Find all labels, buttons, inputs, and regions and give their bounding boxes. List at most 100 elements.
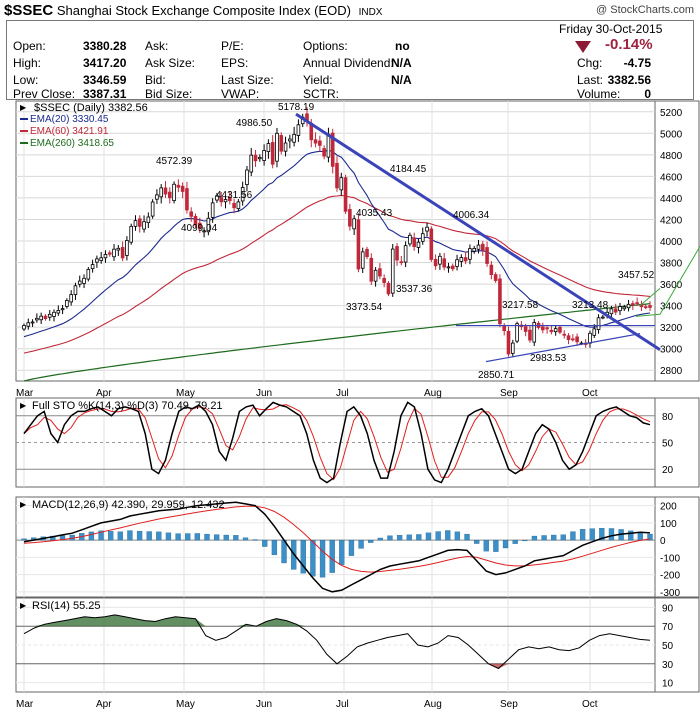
price-y-tick: 4000 [660, 237, 683, 248]
price-annotation: 4099.04 [181, 223, 218, 234]
candle-body [262, 150, 266, 161]
macd-histogram-bar [271, 539, 278, 556]
candle-body [510, 342, 515, 354]
open-value: 3380.28 [83, 39, 127, 53]
candle-body [476, 244, 481, 250]
macd-histogram-bar [204, 533, 210, 541]
rsi-x-tick: Sep [500, 699, 518, 710]
support-trendline [485, 333, 641, 363]
candle-body [253, 154, 258, 162]
rsi-x-tick: Aug [424, 699, 442, 710]
last-size-label: Last Size: [221, 73, 274, 87]
options-value: no [395, 39, 410, 53]
rsi-y-tick: 50 [662, 641, 674, 652]
candle-body [210, 202, 215, 218]
macd-histogram-bar [117, 531, 123, 541]
macd-y-tick: 200 [660, 502, 677, 513]
axis-strip-3 [654, 597, 700, 693]
high-label: High: [13, 56, 42, 70]
candle-body [485, 247, 489, 264]
macd-histogram-bar [541, 535, 547, 541]
candle-body [146, 216, 151, 224]
candle-body [133, 220, 138, 227]
rsi-x-tick: May [176, 699, 195, 710]
macd-histogram-bar [560, 534, 566, 541]
candle-body [601, 316, 605, 319]
candle-body [279, 135, 284, 152]
quote-date: Friday 30-Oct-2015 [559, 22, 663, 36]
candle-body [232, 203, 236, 209]
prev-close-label: Prev Close: [13, 87, 76, 101]
options-label: Options: [303, 39, 348, 53]
candle-body [258, 157, 262, 160]
chg-label: Chg: [577, 56, 603, 70]
price-annotation: 3213.48 [572, 300, 609, 311]
last-label: Last: [577, 73, 604, 87]
candle-body [56, 310, 61, 314]
macd-histogram-bar [445, 530, 451, 541]
candle-body [571, 338, 575, 341]
macd-histogram-bar [98, 530, 104, 541]
legend-marker-icon: ▶ [20, 103, 27, 112]
price-annotation: 4035.43 [356, 208, 393, 219]
macd-histogram-bar [213, 534, 220, 541]
down-triangle-icon [575, 41, 591, 53]
candle-body [450, 265, 455, 270]
macd-histogram-bar [88, 531, 95, 541]
candle-body [545, 327, 549, 330]
candle-body [185, 188, 189, 211]
macd-y-tick: 100 [660, 519, 677, 530]
macd-histogram-bar [127, 530, 133, 541]
downtrend-line [295, 112, 661, 352]
sctr-label: SCTR: [303, 87, 339, 101]
macd-histogram-bar [319, 539, 326, 578]
candle-body [47, 313, 52, 318]
page-title: $SSEC Shanghai Stock Exchange Composite … [4, 2, 382, 19]
sto-y-tick: 80 [662, 412, 674, 423]
macd-histogram-bar [531, 535, 538, 541]
candle-body [69, 294, 73, 303]
candle-body [129, 225, 133, 243]
rsi-y-tick: 90 [662, 603, 674, 614]
macd-histogram-bar [454, 531, 461, 541]
quote-header: $SSEC Shanghai Stock Exchange Composite … [0, 0, 700, 101]
candle-body [228, 197, 232, 202]
yield-label: Yield: [303, 73, 333, 87]
macd-histogram-bar [512, 539, 518, 544]
price-y-tick: 3000 [660, 345, 683, 356]
candle-body [343, 177, 348, 212]
macd-y-tick: -300 [660, 588, 680, 599]
ask-label: Ask: [145, 39, 169, 53]
macd-histogram-bar [242, 537, 249, 541]
candle-body [609, 308, 614, 315]
candle-body [112, 248, 116, 258]
price-y-tick: 4600 [660, 172, 683, 183]
candle-body [425, 226, 429, 232]
macd-histogram-bar [570, 531, 576, 541]
macd-histogram-bar [628, 530, 634, 541]
candle-body [215, 195, 219, 201]
projection-line [635, 246, 700, 317]
candle-body [420, 233, 425, 242]
candle-body [382, 277, 386, 283]
rsi-title: RSI(14) 55.25 [32, 600, 100, 612]
rsi-oversold-fill [24, 663, 650, 669]
macd-histogram-bar [252, 539, 258, 541]
rsi-x-tick: Mar [16, 699, 34, 710]
vwap-label: VWAP: [221, 87, 260, 101]
candle-body [395, 246, 399, 261]
candle-body [189, 211, 194, 217]
price-y-tick: 5000 [660, 129, 683, 140]
stockcharts-watermark: @ StockCharts.com [596, 4, 694, 16]
macd-histogram-bar [156, 531, 162, 541]
price-annotation: 4184.45 [390, 164, 427, 175]
candle-body [167, 191, 172, 199]
candle-body [163, 187, 168, 195]
candle-body [176, 184, 181, 188]
candle-body [493, 274, 498, 281]
candle-body [631, 303, 635, 306]
candle-body [172, 183, 176, 201]
candle-body [502, 325, 507, 331]
macd-histogram-bar [185, 533, 191, 541]
candle-body [643, 306, 648, 309]
